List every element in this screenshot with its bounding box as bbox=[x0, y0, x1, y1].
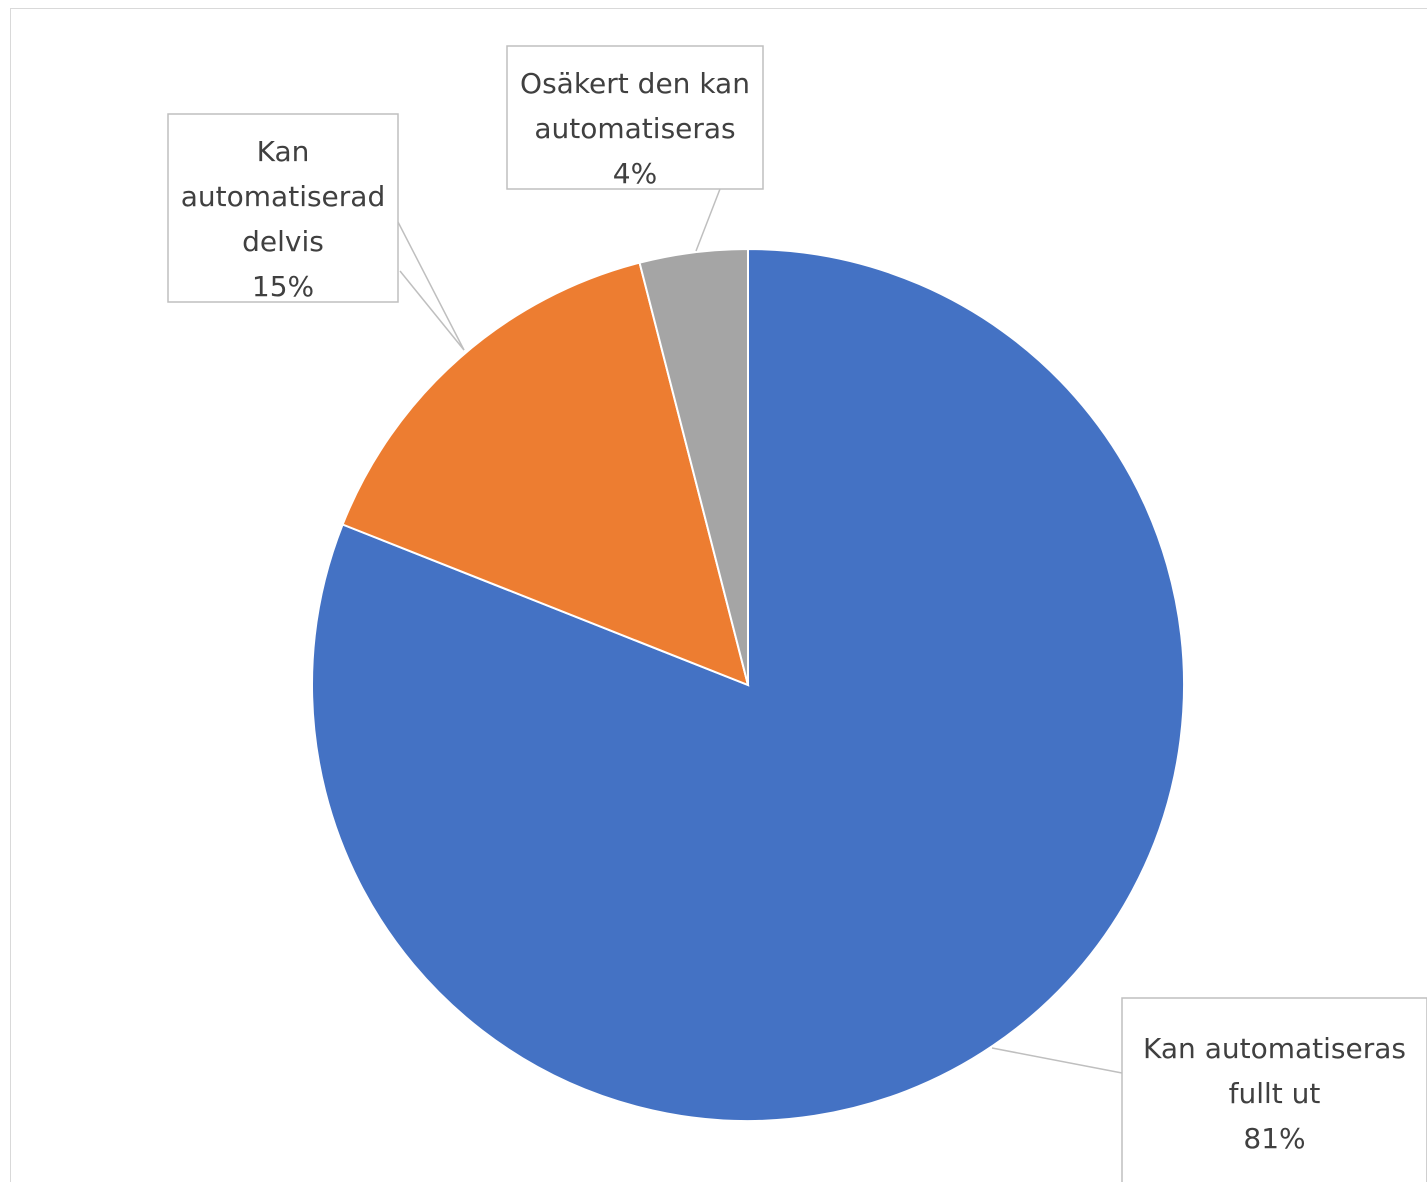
data-label-callouts: Kan automatiseras fullt ut 81% Kan automatis… bbox=[167, 45, 1427, 1182]
leader-line bbox=[991, 1047, 1123, 1074]
callout-box bbox=[167, 113, 399, 303]
data-label-category: automatiseras bbox=[534, 112, 735, 145]
pie-slices bbox=[311, 247, 1185, 1122]
data-label-percent: 4% bbox=[613, 157, 657, 190]
callout-box bbox=[1121, 997, 1427, 1182]
leader-line bbox=[399, 270, 465, 351]
data-label-category: Kan bbox=[257, 135, 310, 168]
leader-line bbox=[695, 188, 721, 252]
chart-area bbox=[10, 8, 1427, 1182]
data-label-category: automatiserad bbox=[181, 180, 385, 213]
callout-box bbox=[506, 45, 764, 190]
label-kan-automatiseras-fullt-ut: Kan automatiseras fullt ut 81% bbox=[991, 997, 1427, 1182]
data-label-percent: 15% bbox=[252, 270, 314, 303]
data-label-percent: 81% bbox=[1243, 1122, 1305, 1155]
pie-slice-2 bbox=[638, 247, 749, 686]
data-label-category: Osäkert den kan bbox=[520, 67, 750, 100]
leader-line bbox=[397, 221, 465, 351]
data-label-category: Kan automatiseras bbox=[1143, 1032, 1406, 1065]
label-osakert-den-kan-automatiseras: Osäkert den kan automatiseras 4% bbox=[506, 45, 764, 252]
label-kan-automatiserad-delvis: Kan automatiserad delvis 15% bbox=[167, 113, 465, 351]
pie-slice-1 bbox=[341, 261, 750, 687]
data-label-category: fullt ut bbox=[1229, 1077, 1321, 1110]
data-label-category: delvis bbox=[242, 225, 324, 258]
